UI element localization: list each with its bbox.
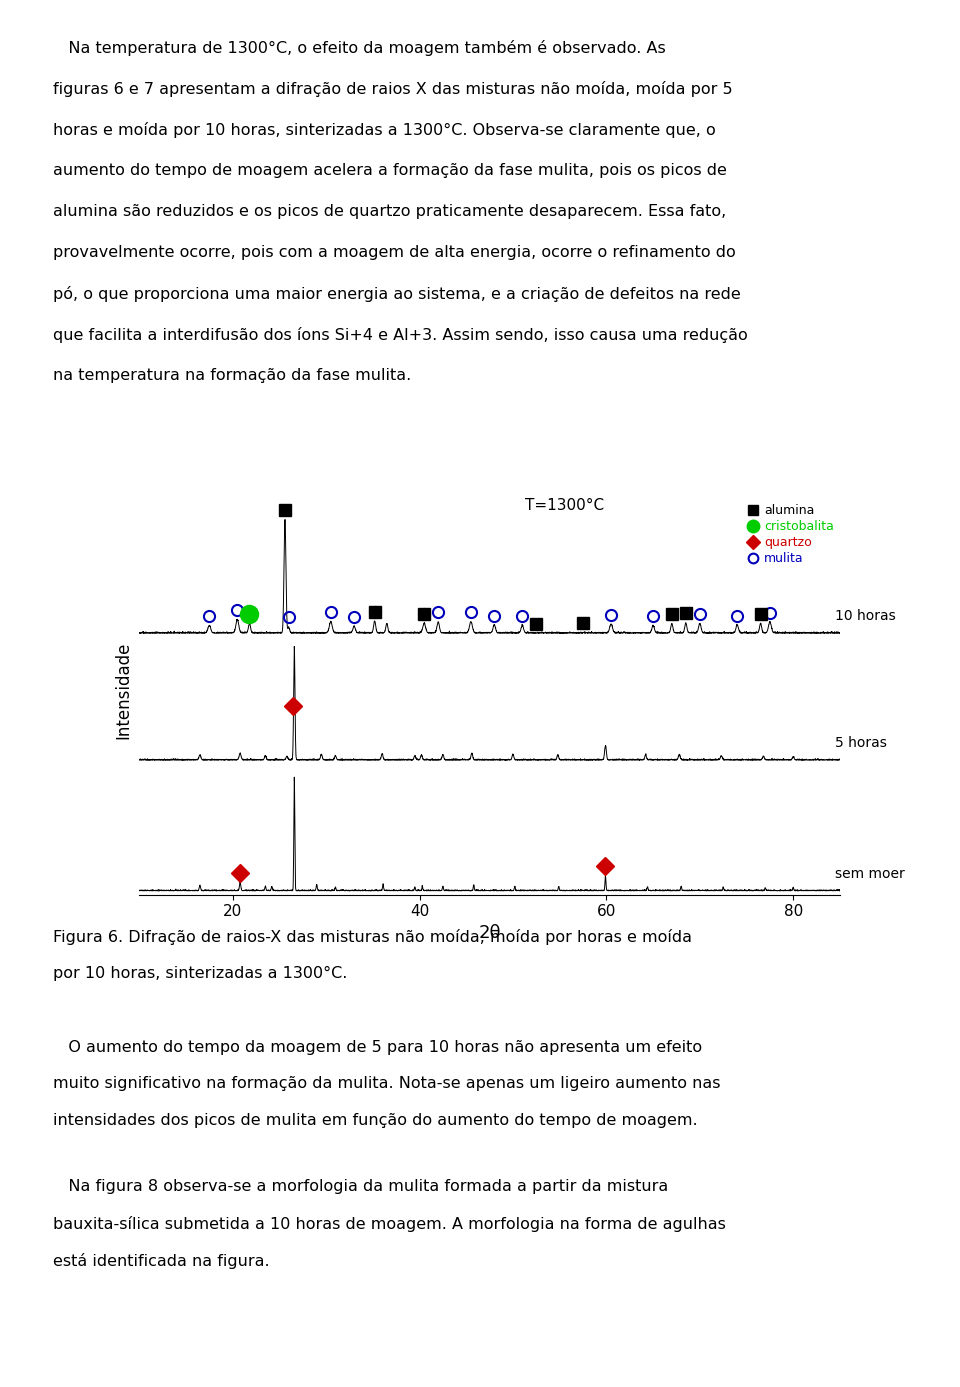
Text: T=1300°C: T=1300°C xyxy=(524,498,604,513)
Text: por 10 horas, sinterizadas a 1300°C.: por 10 horas, sinterizadas a 1300°C. xyxy=(53,965,348,981)
Text: 5 horas: 5 horas xyxy=(835,736,887,750)
Legend: alumina, cristobalita, quartzo, mulita: alumina, cristobalita, quartzo, mulita xyxy=(746,503,833,566)
Text: alumina são reduzidos e os picos de quartzo praticamente desaparecem. Essa fato,: alumina são reduzidos e os picos de quar… xyxy=(53,204,726,219)
Text: que facilita a interdifusão dos íons Si+4 e Al+3. Assim sendo, isso causa uma re: que facilita a interdifusão dos íons Si+… xyxy=(53,327,748,343)
Text: está identificada na figura.: está identificada na figura. xyxy=(53,1252,270,1269)
Text: figuras 6 e 7 apresentam a difração de raios X das misturas não moída, moída por: figuras 6 e 7 apresentam a difração de r… xyxy=(53,80,732,97)
Text: O aumento do tempo da moagem de 5 para 10 horas não apresenta um efeito: O aumento do tempo da moagem de 5 para 1… xyxy=(53,1040,702,1054)
Text: Figura 6. Difração de raios-X das misturas não moída, moída por horas e moída: Figura 6. Difração de raios-X das mistur… xyxy=(53,929,692,946)
Text: 10 horas: 10 horas xyxy=(835,609,896,623)
Text: na temperatura na formação da fase mulita.: na temperatura na formação da fase mulit… xyxy=(53,368,411,383)
Text: bauxita-sílica submetida a 10 horas de moagem. A morfologia na forma de agulhas: bauxita-sílica submetida a 10 horas de m… xyxy=(53,1216,726,1232)
Text: muito significativo na formação da mulita. Nota-se apenas um ligeiro aumento nas: muito significativo na formação da mulit… xyxy=(53,1076,720,1092)
Text: sem moer: sem moer xyxy=(835,867,905,881)
Text: aumento do tempo de moagem acelera a formação da fase mulita, pois os picos de: aumento do tempo de moagem acelera a for… xyxy=(53,164,727,178)
X-axis label: 2θ: 2θ xyxy=(478,924,501,942)
Text: pó, o que proporciona uma maior energia ao sistema, e a criação de defeitos na r: pó, o que proporciona uma maior energia … xyxy=(53,286,740,302)
Text: provavelmente ocorre, pois com a moagem de alta energia, ocorre o refinamento do: provavelmente ocorre, pois com a moagem … xyxy=(53,244,735,259)
Text: Na temperatura de 1300°C, o efeito da moagem também é observado. As: Na temperatura de 1300°C, o efeito da mo… xyxy=(53,40,665,57)
Text: horas e moída por 10 horas, sinterizadas a 1300°C. Observa-se claramente que, o: horas e moída por 10 horas, sinterizadas… xyxy=(53,122,715,139)
Y-axis label: Intensidade: Intensidade xyxy=(114,641,132,739)
Text: Na figura 8 observa-se a morfologia da mulita formada a partir da mistura: Na figura 8 observa-se a morfologia da m… xyxy=(53,1179,668,1194)
Text: intensidades dos picos de mulita em função do aumento do tempo de moagem.: intensidades dos picos de mulita em funç… xyxy=(53,1112,697,1128)
